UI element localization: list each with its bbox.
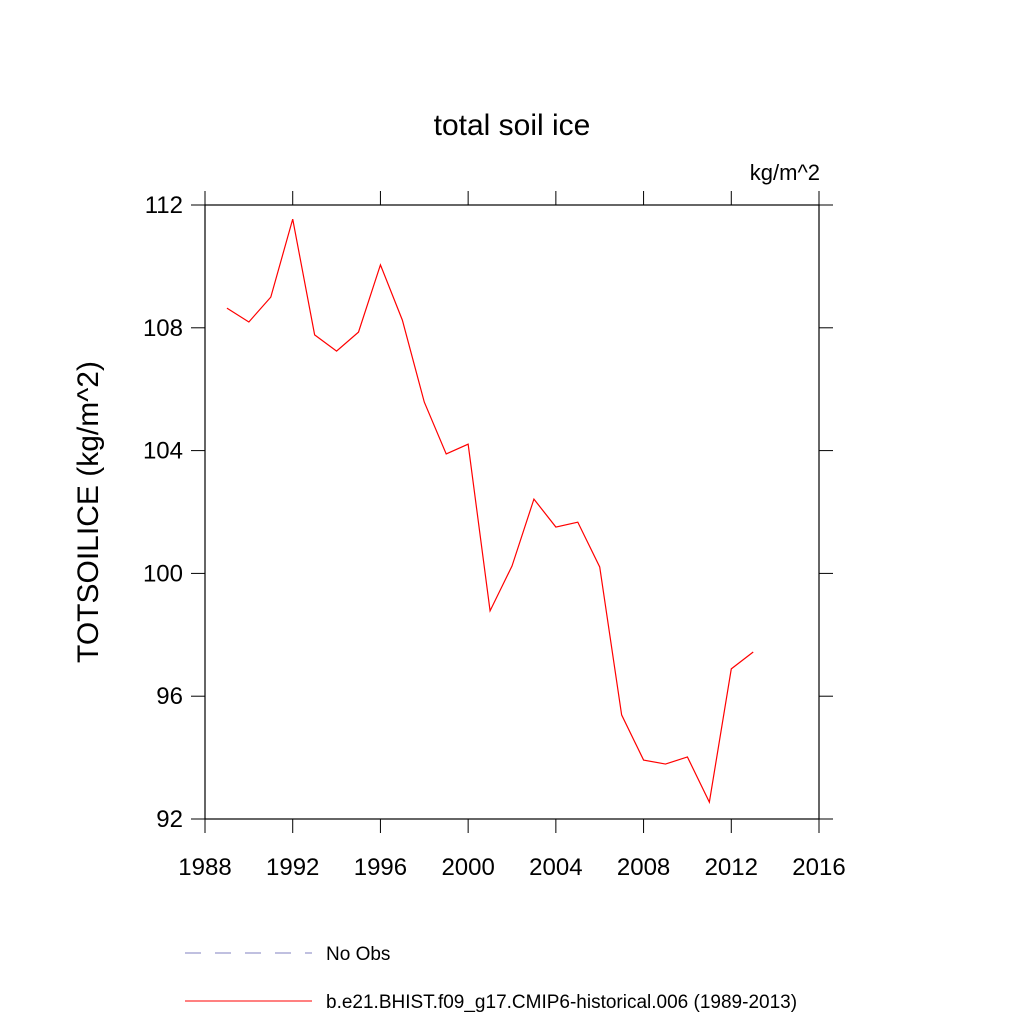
- x-tick-label: 2016: [792, 854, 845, 881]
- x-tick-label: 2004: [529, 854, 582, 881]
- x-tick-label: 1988: [178, 854, 231, 881]
- x-tick-label: 2008: [617, 854, 670, 881]
- x-tick-label: 2012: [705, 854, 758, 881]
- legend-label: No Obs: [326, 944, 390, 965]
- y-tick-label: 112: [145, 192, 183, 219]
- x-tick-label: 1996: [354, 854, 407, 881]
- chart-title: total soil ice: [434, 109, 591, 142]
- x-tick-label: 1992: [266, 854, 319, 881]
- y-tick-label: 104: [143, 438, 183, 465]
- y-tick-label: 108: [143, 315, 183, 342]
- y-tick-label: 100: [143, 560, 183, 587]
- y-tick-label: 96: [156, 683, 183, 710]
- data-line: [226, 218, 754, 805]
- legend-label: b.e21.BHIST.f09_g17.CMIP6-historical.006…: [326, 992, 797, 1013]
- y-axis-label: TOTSOILICE (kg/m^2): [72, 361, 105, 663]
- x-tick-label: 2000: [441, 854, 494, 881]
- y-tick-label: 92: [156, 806, 183, 833]
- plot-frame: [204, 204, 820, 820]
- units-label: kg/m^2: [750, 160, 820, 185]
